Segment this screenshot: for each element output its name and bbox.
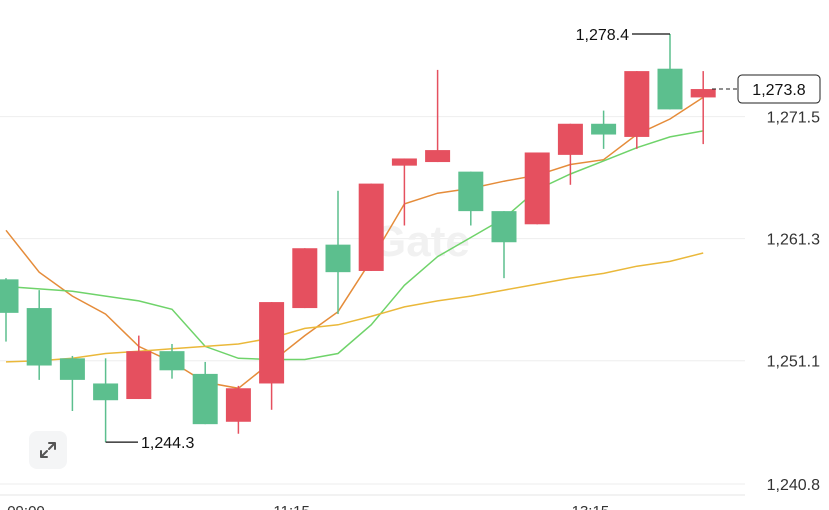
x-axis: 09:00 11:15 13:15 <box>7 503 609 510</box>
candle-body <box>259 302 285 384</box>
fullscreen-button[interactable] <box>29 431 67 469</box>
candle-body <box>59 358 85 380</box>
candle-body <box>391 158 417 166</box>
candle <box>491 211 517 279</box>
candle <box>59 355 85 411</box>
candle-body <box>458 171 484 212</box>
candle-body <box>292 248 318 309</box>
candles <box>0 34 716 443</box>
candle <box>292 248 318 309</box>
candle <box>126 335 152 400</box>
candle <box>524 152 550 225</box>
candle <box>624 71 650 149</box>
candle-body <box>126 351 152 400</box>
candle <box>192 361 218 425</box>
y-tick-label: 1,240.8 <box>767 477 820 494</box>
ma-line <box>5 130 704 361</box>
x-tick-label: 11:15 <box>273 503 309 510</box>
candle <box>325 190 351 315</box>
candle-body <box>425 150 451 163</box>
candle <box>0 278 19 342</box>
candle <box>391 158 417 226</box>
low-price-label: 1,244.3 <box>141 435 194 452</box>
ma-line <box>5 252 704 363</box>
grid-lines <box>0 116 745 496</box>
y-tick-label: 1,251.1 <box>767 354 820 371</box>
candle-body <box>159 351 185 371</box>
candle <box>591 110 617 149</box>
candle <box>458 171 484 226</box>
annotations: 1,278.4 1,244.3 1,273.8 <box>105 27 821 452</box>
candle-body <box>690 89 716 98</box>
candle <box>358 183 384 271</box>
y-axis: 1,240.8 1,251.1 1,261.3 1,271.5 <box>767 110 820 494</box>
candle-body <box>26 308 52 366</box>
candle-body <box>591 123 617 135</box>
watermark-text: Gate <box>372 217 470 266</box>
candle-body <box>524 152 550 225</box>
candle <box>657 34 683 110</box>
expand-icon <box>40 442 56 458</box>
candle <box>225 385 251 434</box>
current-price-box <box>737 74 821 104</box>
candle-body <box>0 279 19 313</box>
current-price-label: 1,273.8 <box>752 82 805 99</box>
candle <box>93 358 119 443</box>
candle-body <box>192 373 218 425</box>
candle <box>557 123 583 185</box>
candle <box>159 343 185 379</box>
candle-body <box>93 383 119 401</box>
x-tick-label: 09:00 <box>7 503 45 510</box>
candle-body <box>325 244 351 273</box>
y-tick-label: 1,261.3 <box>767 232 820 249</box>
candle-body <box>624 71 650 137</box>
candle <box>259 302 285 410</box>
candle-body <box>358 183 384 271</box>
candle-body <box>557 123 583 155</box>
candle-body <box>491 211 517 243</box>
candle-body <box>225 388 251 422</box>
high-price-label: 1,278.4 <box>576 27 629 44</box>
candle <box>425 69 451 163</box>
candle-body <box>657 68 683 110</box>
candle <box>26 290 52 380</box>
ma-line <box>5 96 704 390</box>
x-tick-label: 13:15 <box>572 503 610 510</box>
moving-average-lines <box>5 96 704 390</box>
y-tick-label: 1,271.5 <box>767 110 820 127</box>
candle <box>690 71 716 145</box>
